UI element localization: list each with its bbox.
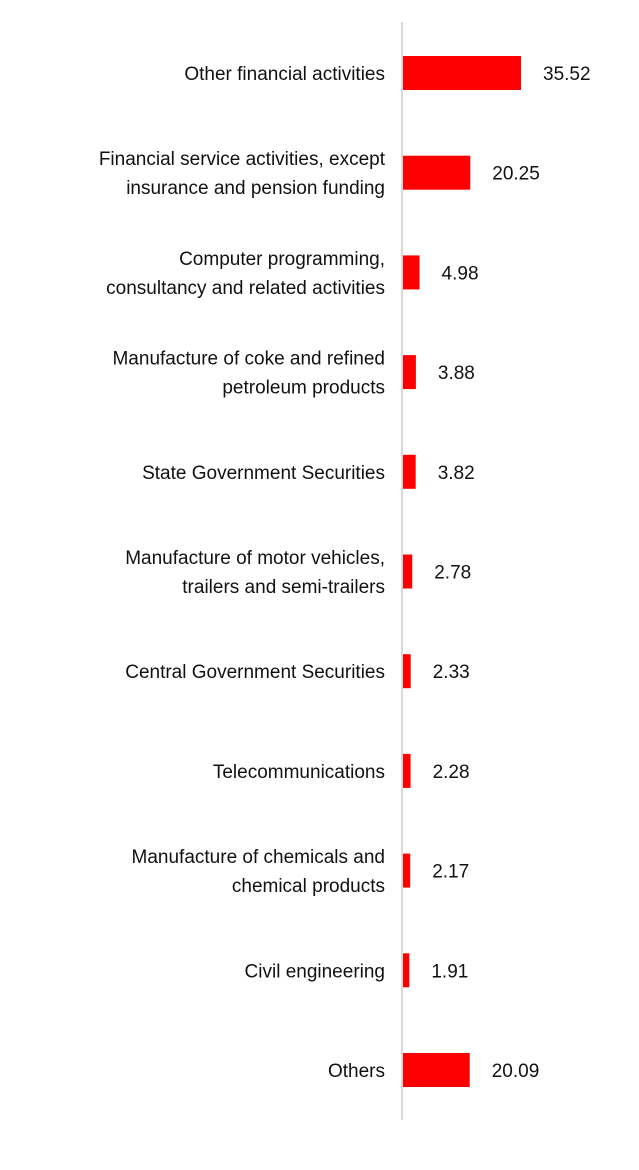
- category-label: Other financial activities: [184, 64, 385, 85]
- bars: [403, 56, 521, 1087]
- bar: [403, 654, 411, 689]
- category-label: Others: [328, 1061, 385, 1082]
- data-label: 4.98: [442, 263, 479, 284]
- bar: [403, 255, 420, 290]
- category-label: Manufacture of motor vehicles,: [125, 548, 385, 569]
- bar: [403, 1053, 470, 1087]
- data-label: 1.91: [431, 961, 468, 982]
- value-labels: 35.52 20.25 4.98 3.88 3.82 2.78 2.33 2.28 2.17 1.…: [431, 64, 590, 1082]
- bar: [403, 355, 416, 390]
- data-label: 20.25: [492, 164, 540, 185]
- category-label: Computer programming,: [179, 249, 385, 270]
- data-label: 20.09: [492, 1061, 540, 1082]
- data-label: 2.33: [433, 662, 470, 683]
- bar: [403, 853, 411, 888]
- category-label: Manufacture of chemicals and: [132, 847, 385, 868]
- data-label: 3.88: [438, 363, 475, 384]
- bar: [403, 155, 471, 190]
- category-label: Telecommunications: [213, 762, 385, 783]
- bar: [403, 56, 521, 90]
- bar: [403, 953, 410, 988]
- data-label: 2.28: [433, 762, 470, 783]
- data-label: 3.82: [438, 463, 475, 484]
- data-label: 35.52: [543, 64, 591, 85]
- category-label: Civil engineering: [245, 961, 385, 982]
- data-label: 2.78: [434, 563, 471, 584]
- category-label: Financial service activities, except: [99, 149, 386, 170]
- bar: [403, 753, 411, 788]
- category-label: chemical products: [232, 876, 385, 897]
- category-label: Manufacture of coke and refined: [112, 349, 385, 370]
- bar: [403, 554, 413, 589]
- category-label: insurance and pension funding: [126, 178, 385, 199]
- category-label: State Government Securities: [142, 463, 385, 484]
- category-labels: Other financial activities Financial serv…: [99, 64, 386, 1082]
- category-label: consultancy and related activities: [106, 278, 385, 299]
- bar: [403, 454, 416, 489]
- data-label: 2.17: [432, 862, 469, 883]
- category-label: petroleum products: [222, 378, 385, 399]
- category-label: trailers and semi-trailers: [182, 577, 385, 598]
- category-label: Central Government Securities: [125, 662, 385, 683]
